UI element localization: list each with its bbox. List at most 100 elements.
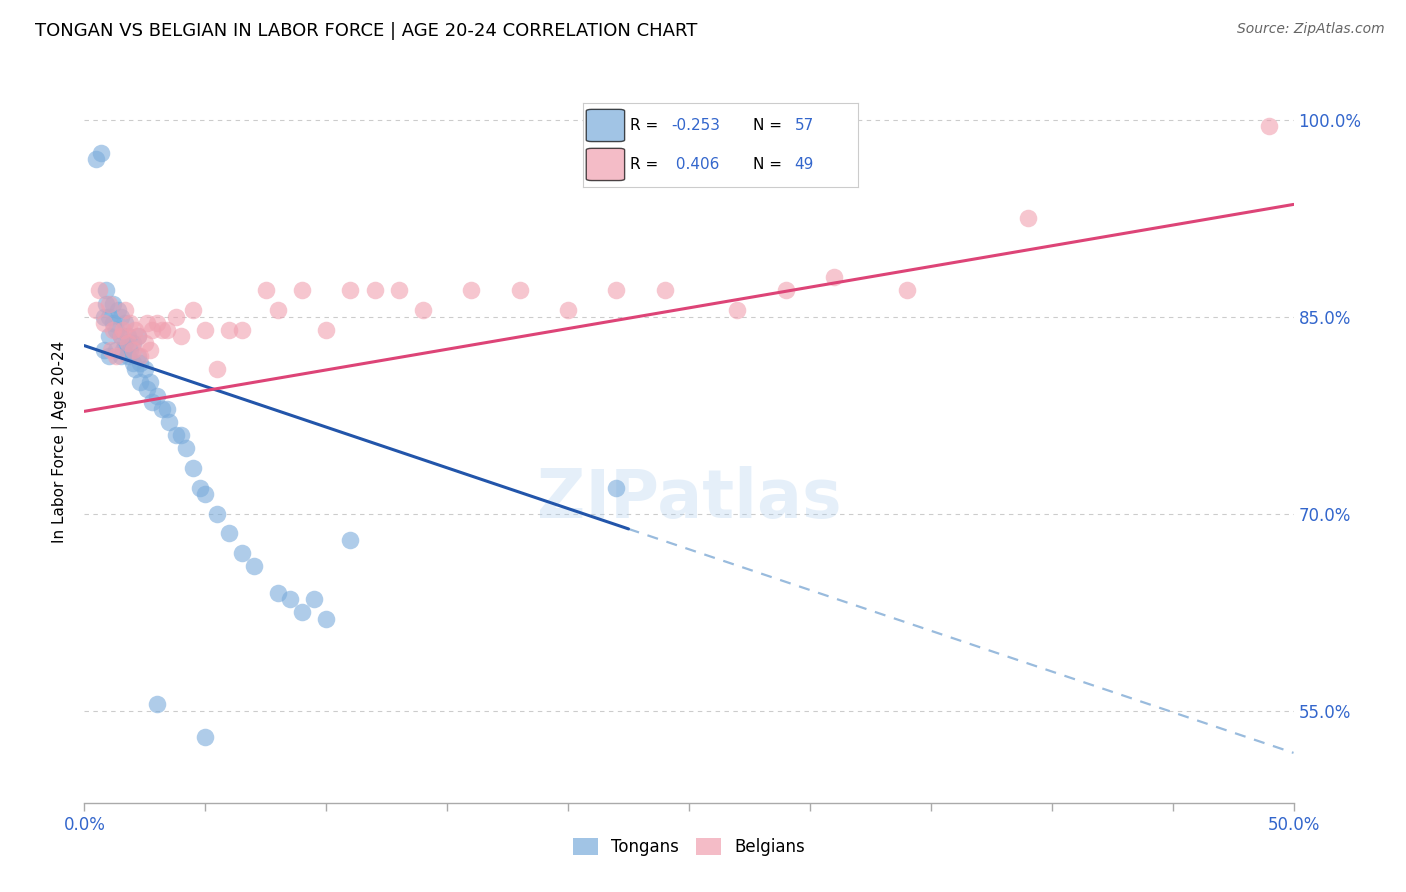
Point: [150, 401, 173, 416]
Point: [267, 303, 290, 318]
Point: [181, 460, 204, 475]
Point: [100, 343, 122, 357]
Point: [114, 303, 136, 318]
FancyBboxPatch shape: [586, 110, 624, 142]
Point: [112, 323, 135, 337]
Point: [174, 441, 197, 455]
Point: [97, 296, 120, 310]
Point: [93, 310, 115, 324]
Point: [302, 592, 325, 607]
Point: [121, 336, 143, 351]
Point: [170, 329, 193, 343]
Text: TONGAN VS BELGIAN IN LABOR FORCE | AGE 20-24 CORRELATION CHART: TONGAN VS BELGIAN IN LABOR FORCE | AGE 2…: [35, 22, 697, 40]
Point: [121, 343, 143, 357]
Point: [896, 284, 918, 298]
Point: [339, 533, 361, 547]
Point: [605, 481, 627, 495]
Point: [339, 284, 361, 298]
Point: [86, 152, 108, 166]
Point: [181, 303, 204, 318]
Point: [104, 349, 127, 363]
Point: [725, 303, 748, 318]
Point: [127, 329, 149, 343]
Point: [218, 526, 240, 541]
Point: [605, 284, 627, 298]
Text: 0.406: 0.406: [671, 157, 720, 172]
Point: [129, 349, 152, 363]
Point: [278, 592, 301, 607]
Point: [509, 284, 531, 298]
Point: [104, 323, 127, 337]
Point: [134, 362, 156, 376]
Point: [110, 310, 132, 324]
Point: [97, 329, 120, 343]
Point: [127, 329, 149, 343]
Text: N =: N =: [754, 118, 787, 133]
Point: [97, 310, 120, 324]
Point: [146, 316, 169, 330]
Point: [138, 376, 160, 390]
Point: [134, 336, 156, 351]
Point: [412, 303, 434, 318]
Point: [110, 329, 132, 343]
Point: [254, 284, 277, 298]
Point: [117, 349, 139, 363]
Point: [231, 323, 253, 337]
Point: [194, 487, 217, 501]
Point: [141, 395, 163, 409]
Point: [86, 303, 108, 318]
Point: [291, 605, 314, 619]
Point: [93, 316, 115, 330]
Point: [155, 401, 177, 416]
Point: [194, 323, 217, 337]
Point: [1017, 211, 1039, 226]
Point: [110, 329, 132, 343]
Point: [165, 310, 187, 324]
Text: R =: R =: [630, 157, 664, 172]
Legend: Tongans, Belgians: Tongans, Belgians: [567, 831, 811, 863]
Point: [315, 612, 337, 626]
Point: [110, 349, 132, 363]
Point: [207, 362, 229, 376]
Point: [267, 585, 290, 599]
Point: [146, 388, 169, 402]
Point: [157, 415, 180, 429]
Point: [112, 343, 135, 357]
Point: [107, 303, 129, 318]
Text: ZIPatlas: ZIPatlas: [537, 467, 841, 533]
Point: [315, 323, 337, 337]
Point: [93, 343, 115, 357]
Point: [775, 284, 797, 298]
Y-axis label: In Labor Force | Age 20-24: In Labor Force | Age 20-24: [52, 341, 69, 542]
Point: [823, 270, 845, 285]
Point: [124, 362, 146, 376]
Point: [170, 428, 193, 442]
Point: [291, 284, 314, 298]
Point: [136, 382, 159, 396]
Point: [1258, 120, 1281, 134]
Point: [114, 336, 136, 351]
Point: [242, 559, 264, 574]
Point: [103, 323, 125, 337]
Point: [124, 323, 146, 337]
Point: [207, 507, 229, 521]
Point: [150, 323, 173, 337]
Text: 49: 49: [794, 157, 814, 172]
Point: [146, 698, 169, 712]
Point: [460, 284, 482, 298]
Point: [388, 284, 411, 298]
Text: R =: R =: [630, 118, 664, 133]
Point: [117, 329, 139, 343]
Point: [129, 376, 152, 390]
Point: [138, 343, 160, 357]
Text: 57: 57: [794, 118, 814, 133]
Point: [104, 343, 127, 357]
Text: -0.253: -0.253: [671, 118, 720, 133]
Point: [654, 284, 676, 298]
Point: [141, 323, 163, 337]
Point: [190, 481, 212, 495]
Point: [120, 316, 142, 330]
Point: [129, 356, 152, 370]
Point: [363, 284, 385, 298]
Point: [231, 546, 253, 560]
